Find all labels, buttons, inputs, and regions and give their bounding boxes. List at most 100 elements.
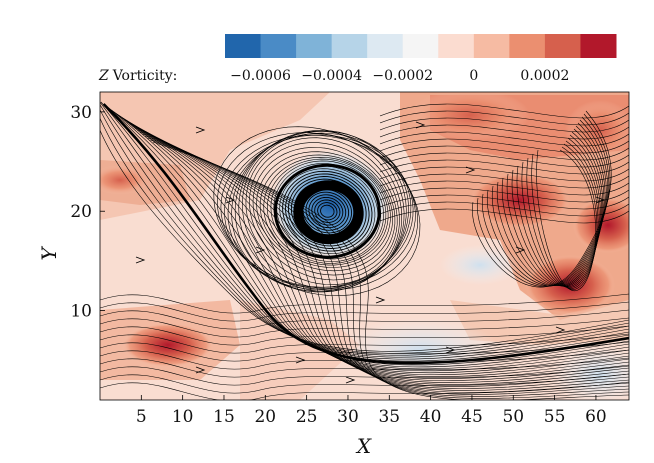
vortex-streamline — [305, 191, 350, 231]
colorbar-label-text: Vorticity: — [112, 68, 178, 84]
vortex-streamline — [259, 154, 391, 268]
vortex-streamline — [216, 132, 419, 291]
flow-arrow — [595, 196, 606, 204]
x-tick-label: 35 — [378, 407, 400, 427]
streamline — [119, 115, 629, 376]
x-axis-title: X — [355, 434, 372, 458]
streamline — [137, 129, 629, 389]
vortex-dense-core — [293, 180, 364, 245]
y-tick-label: 30 — [70, 103, 92, 123]
streamline — [150, 139, 629, 399]
streamline — [487, 119, 608, 286]
streamline — [111, 109, 629, 370]
colorbar-tick-label: −0.0002 — [372, 68, 433, 84]
colorbar-tick-label: 0 — [469, 68, 478, 84]
vortex-streamline — [263, 156, 389, 266]
streamline — [482, 116, 609, 287]
streamline — [100, 365, 629, 386]
x-tick-label: 15 — [213, 407, 235, 427]
streamline — [100, 101, 629, 360]
streamline — [142, 133, 629, 393]
streamline — [100, 301, 629, 322]
streamline — [134, 127, 629, 387]
colorbar-swatch — [367, 34, 404, 58]
vortex-streamline — [282, 170, 373, 252]
streamline — [379, 103, 629, 119]
colorbar-label-var: Z — [98, 68, 109, 84]
x-tick-label: 10 — [172, 407, 194, 427]
vortex-streamline — [320, 204, 335, 218]
flow-arrow — [415, 121, 426, 129]
streamline — [102, 103, 629, 365]
colorbar-tick-label: −0.0006 — [230, 68, 291, 84]
x-tick-label: 20 — [254, 407, 276, 427]
streamline — [126, 121, 629, 381]
vortex-streamline — [270, 160, 384, 262]
streamline — [501, 128, 605, 286]
streamline — [100, 317, 629, 338]
flow-arrow — [375, 296, 386, 304]
x-tick-label: 60 — [585, 407, 607, 427]
streamline — [379, 173, 629, 189]
streamline — [147, 137, 629, 397]
streamline — [496, 125, 606, 286]
flow-arrow — [195, 126, 206, 134]
streamline — [100, 309, 629, 330]
colorbar-swatch — [331, 34, 368, 58]
streamline — [100, 341, 629, 362]
vortex-streamline — [311, 196, 344, 226]
streamline — [100, 325, 629, 346]
streamline — [100, 381, 629, 400]
streamline — [511, 134, 602, 287]
vortex-streamline — [238, 130, 405, 292]
streamline — [526, 143, 599, 289]
streamline — [516, 137, 601, 287]
streamline — [132, 125, 629, 385]
x-tick-label: 25 — [296, 407, 318, 427]
flow-arrow — [225, 196, 236, 204]
streamline — [379, 145, 629, 161]
vortex-streamline — [252, 147, 396, 276]
vortex-streamline — [279, 168, 376, 255]
flow-arrow — [345, 376, 356, 384]
x-tick-label: 5 — [136, 407, 147, 427]
vortex-streamline — [314, 199, 341, 223]
flow-arrow — [255, 246, 266, 254]
streamline — [379, 201, 629, 217]
streamline — [113, 111, 629, 372]
streamline — [506, 131, 604, 286]
streamline — [121, 117, 629, 378]
streamline — [379, 131, 629, 147]
colorbar-swatch — [580, 34, 617, 58]
vortex-streamline — [287, 176, 367, 247]
vortex-streamline — [227, 132, 412, 290]
streamline — [139, 131, 629, 391]
x-axis-ticks: 5 10 15 20 25 30 35 40 45 50 55 60 — [136, 395, 607, 427]
colorbar-tick-labels: −0.0006 −0.0004 −0.0002 0 0.0002 — [230, 68, 569, 84]
colorbar-swatch — [296, 34, 333, 58]
streamline — [100, 109, 629, 356]
streamline — [100, 101, 629, 362]
streamline — [379, 180, 629, 196]
x-tick-label: 40 — [420, 407, 442, 427]
x-tick-label: 55 — [544, 407, 566, 427]
flow-arrow — [515, 246, 526, 254]
streamline — [531, 146, 598, 290]
streamline — [379, 166, 629, 182]
streamline — [100, 373, 629, 394]
flow-arrow — [295, 356, 306, 364]
streamline — [379, 117, 629, 133]
streamline — [106, 105, 629, 366]
streamline — [379, 152, 629, 168]
flow-arrow — [135, 256, 146, 264]
vortex-streamline — [213, 126, 421, 297]
streamline — [379, 208, 629, 224]
streamline — [108, 107, 629, 368]
x-tick-label: 45 — [461, 407, 483, 427]
streamline — [379, 124, 629, 140]
positive-region-left — [123, 323, 213, 367]
y-tick-label: 10 — [70, 302, 92, 322]
streamline — [379, 110, 629, 126]
streamline — [379, 194, 629, 210]
colorbar-swatch — [402, 34, 439, 58]
